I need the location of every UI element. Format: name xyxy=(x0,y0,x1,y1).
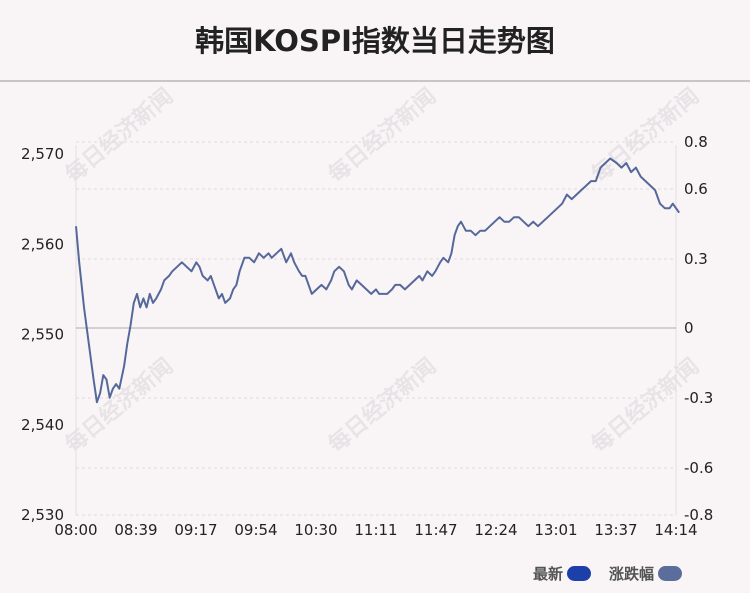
right-tick-label-4: -0.3 xyxy=(684,389,713,407)
right-tick-label-2: 0.3 xyxy=(684,250,708,268)
right-tick-label-3: 0 xyxy=(684,319,694,337)
x-tick-label-2: 09:17 xyxy=(174,521,217,539)
chart-title: 韩国KOSPI指数当日走势图 xyxy=(195,24,555,58)
legend-change: 涨跌幅 xyxy=(609,563,683,584)
left-tick-label-1: 2,540 xyxy=(21,416,64,434)
title-divider xyxy=(0,80,750,82)
x-tick-label-0: 08:00 xyxy=(54,521,97,539)
x-tick-label-6: 11:47 xyxy=(414,521,457,539)
x-tick-label-5: 11:11 xyxy=(354,521,397,539)
x-tick-label-4: 10:30 xyxy=(294,521,337,539)
legend-latest: 最新 xyxy=(533,563,592,584)
x-tick-label-9: 13:37 xyxy=(594,521,637,539)
legend-change-label: 涨跌幅 xyxy=(609,565,655,583)
x-tick-label-7: 12:24 xyxy=(474,521,517,539)
right-tick-label-0: 0.8 xyxy=(684,133,708,151)
right-tick-label-5: -0.6 xyxy=(684,459,713,477)
left-tick-label-3: 2,560 xyxy=(21,235,64,253)
legend-latest-swatch xyxy=(567,566,592,581)
left-tick-label-2: 2,550 xyxy=(21,326,64,344)
series-line-0 xyxy=(75,157,681,404)
left-tick-label-0: 2,530 xyxy=(21,506,64,524)
left-tick-label-4: 2,570 xyxy=(21,145,64,163)
x-tick-label-3: 09:54 xyxy=(234,521,277,539)
legend-change-swatch xyxy=(658,566,683,581)
x-tick-label-10: 14:14 xyxy=(654,521,697,539)
right-tick-label-6: -0.8 xyxy=(684,506,713,524)
legend-latest-label: 最新 xyxy=(533,565,564,583)
x-tick-label-8: 13:01 xyxy=(534,521,577,539)
right-tick-label-1: 0.6 xyxy=(684,180,708,198)
x-tick-label-1: 08:39 xyxy=(114,521,157,539)
